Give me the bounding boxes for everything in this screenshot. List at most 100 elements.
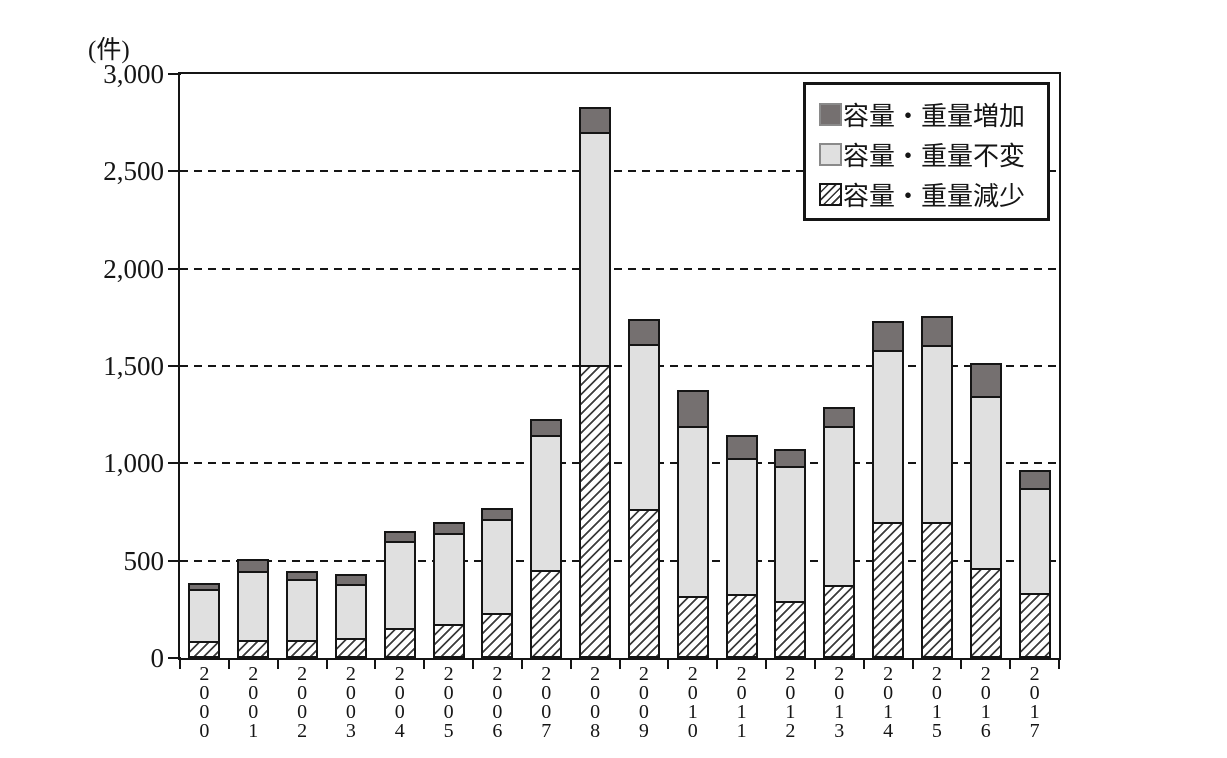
bar-2007-segment-decrease: [530, 570, 563, 658]
bar-2004-segment-decrease: [383, 628, 416, 658]
bar-2010: [676, 74, 709, 658]
bar-2009-segment-decrease: [627, 509, 660, 658]
x-axis-tick: [374, 660, 377, 669]
bar-2005-segment-unchanged: [432, 533, 465, 626]
bar-2012: [774, 74, 807, 658]
y-axis-tick: [168, 657, 181, 659]
y-axis-tick: [168, 267, 181, 270]
x-axis-tick: [179, 660, 181, 669]
bar-2017-segment-unchanged: [1018, 488, 1051, 595]
bar-2004: [383, 74, 416, 658]
bar-2017: [1018, 74, 1051, 658]
bar-2003: [334, 74, 367, 658]
bar-2014-segment-unchanged: [872, 350, 905, 524]
bar-2003-segment-decrease: [334, 638, 367, 658]
bar-2010-segment-unchanged: [676, 426, 709, 598]
legend-swatch-unchanged-icon: [819, 142, 842, 166]
bar-2015-segment-increase: [920, 316, 953, 347]
gridline-2000: [180, 267, 1059, 270]
bar-2013-segment-increase: [823, 407, 856, 428]
bar-2004-segment-unchanged: [383, 541, 416, 630]
legend-swatch-increase-icon: [819, 102, 842, 126]
bar-2002-segment-decrease: [286, 640, 319, 658]
bar-2009-segment-increase: [627, 319, 660, 346]
bar-2001: [237, 74, 270, 658]
bar-2011-segment-decrease: [725, 594, 758, 658]
bar-2006-segment-unchanged: [481, 519, 514, 615]
bar-2007-segment-unchanged: [530, 435, 563, 572]
bar-2014-segment-increase: [872, 321, 905, 352]
bar-2000-segment-decrease: [188, 641, 221, 658]
bar-2002-segment-unchanged: [286, 579, 319, 642]
y-axis-tick-label: 2,500: [103, 156, 164, 187]
legend-swatch-decrease-icon: [819, 182, 842, 206]
gridline-1000: [180, 462, 1059, 465]
bar-2016: [969, 74, 1002, 658]
bar-2001-segment-decrease: [237, 640, 270, 658]
bar-2003-segment-unchanged: [334, 584, 367, 640]
bar-2008: [579, 74, 612, 658]
bar-2011-segment-increase: [725, 435, 758, 460]
y-axis-tick-label: 3,000: [103, 59, 164, 89]
bar-2015-segment-decrease: [920, 522, 953, 658]
x-axis-tick: [667, 660, 670, 669]
x-axis-tick: [276, 660, 279, 669]
bar-2000: [188, 74, 221, 658]
bar-2016-segment-increase: [969, 363, 1002, 398]
bar-2006: [481, 74, 514, 658]
x-axis-tick: [423, 660, 426, 669]
x-axis-tick: [569, 660, 572, 669]
x-axis-tick: [618, 660, 621, 669]
y-axis-tick: [168, 170, 181, 173]
bar-2008-segment-decrease: [579, 365, 612, 658]
legend-item-unchanged: 容量・重量不変: [819, 134, 1047, 174]
bar-2009: [627, 74, 660, 658]
bar-2016-segment-unchanged: [969, 396, 1002, 570]
bar-2010-segment-increase: [676, 390, 709, 428]
x-axis-tick: [911, 660, 914, 669]
bar-2016-segment-decrease: [969, 568, 1002, 658]
bar-2017-segment-decrease: [1018, 593, 1051, 658]
gridline-2500: [180, 170, 1059, 173]
x-axis-tick: [472, 660, 474, 669]
bar-2014-segment-decrease: [872, 522, 905, 658]
x-axis-tick: [813, 660, 816, 669]
bar-2005: [432, 74, 465, 658]
x-axis-tick: [862, 660, 865, 669]
x-axis-tick: [325, 660, 328, 669]
legend-label-unchanged: 容量・重量不変: [843, 141, 1026, 171]
y-axis-tick: [168, 559, 181, 562]
legend-label-increase: 容量・重量増加: [843, 101, 1026, 131]
bar-2015: [920, 74, 953, 658]
y-axis-tick: [168, 365, 181, 367]
bar-2006-segment-decrease: [481, 613, 514, 658]
gridline-1500: [180, 365, 1059, 367]
x-axis-tick: [1058, 660, 1060, 669]
y-axis-tick-label: 500: [123, 545, 165, 576]
legend-item-decrease: 容量・重量減少: [819, 174, 1047, 214]
bar-2011-segment-unchanged: [725, 458, 758, 596]
y-axis-tick: [168, 462, 181, 465]
bar-2013: [823, 74, 856, 658]
bar-2001-segment-unchanged: [237, 571, 270, 642]
y-axis-tick-label: 0: [150, 643, 165, 673]
y-axis-tick-label: 1,500: [103, 351, 164, 381]
bar-2010-segment-decrease: [676, 596, 709, 658]
y-axis-tick-label: 2,000: [103, 253, 164, 284]
bar-2013-segment-unchanged: [823, 426, 856, 587]
y-axis-unit-label: (件): [88, 37, 130, 64]
legend-label-decrease: 容量・重量減少: [843, 181, 1026, 211]
x-axis-tick: [716, 660, 719, 669]
legend-item-increase: 容量・重量増加: [819, 94, 1047, 134]
